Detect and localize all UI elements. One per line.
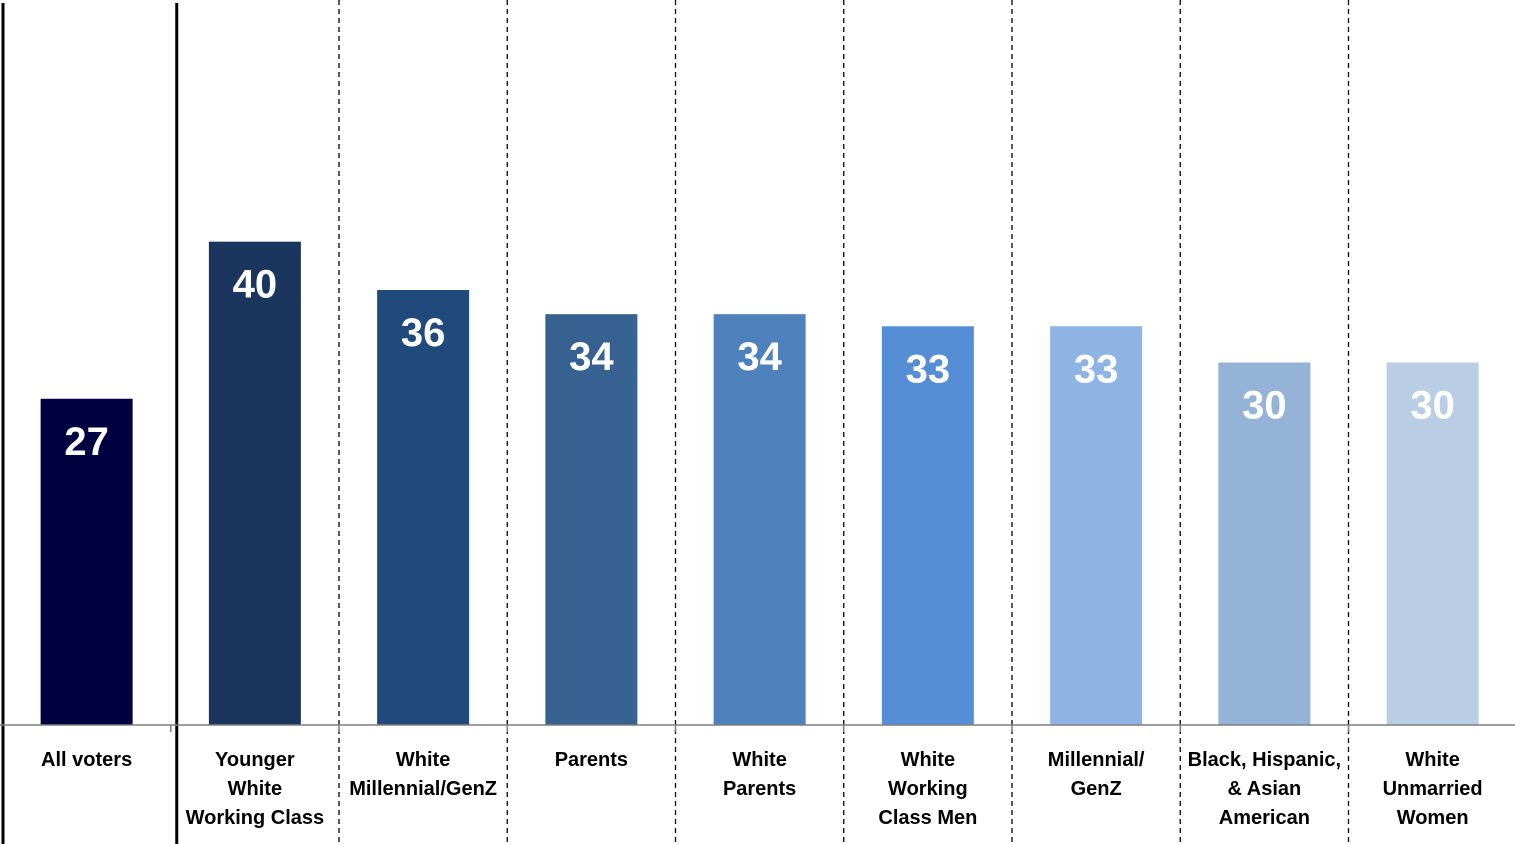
category-labels: All voters Younger White Working Class White… bbox=[41, 749, 1483, 829]
category-label-line: Class Men bbox=[878, 807, 977, 829]
category-label-line: White bbox=[1405, 749, 1459, 771]
category-label: Millennial/GenZ bbox=[1048, 749, 1145, 800]
category-label-line: Millennial/ bbox=[1048, 749, 1145, 771]
bar bbox=[208, 241, 301, 725]
category-label-line: GenZ bbox=[1071, 778, 1122, 800]
bar-value-label: 33 bbox=[906, 347, 951, 391]
bar-value-label: 30 bbox=[1242, 384, 1287, 428]
bar bbox=[377, 290, 470, 725]
category-label: White Working Class Men bbox=[878, 749, 977, 829]
category-label: White Parents bbox=[723, 749, 796, 800]
category-label-line: White bbox=[901, 749, 955, 771]
bar bbox=[1218, 362, 1311, 725]
bar-value-label: 34 bbox=[737, 335, 782, 379]
category-label: White Unmarried Women bbox=[1383, 749, 1483, 829]
bar-value-label: 33 bbox=[1074, 347, 1119, 391]
bar bbox=[545, 314, 638, 725]
bar-value-label: 40 bbox=[233, 263, 278, 307]
category-label-line: Unmarried bbox=[1383, 778, 1483, 800]
category-label-line: Women bbox=[1397, 807, 1469, 829]
category-label-line: Working Class bbox=[186, 807, 325, 829]
category-label-line: White bbox=[732, 749, 786, 771]
category-separators bbox=[1, 0, 1350, 844]
category-label: Parents bbox=[555, 749, 628, 771]
category-label-line: American bbox=[1219, 807, 1310, 829]
category-label-line: Younger bbox=[215, 749, 295, 771]
x-axis-ticks bbox=[170, 725, 1350, 732]
category-label-line: White bbox=[228, 778, 282, 800]
bar bbox=[1386, 362, 1479, 725]
bar-value-label: 34 bbox=[569, 335, 614, 379]
category-label-line: Parents bbox=[555, 749, 628, 771]
category-label-line: Working bbox=[888, 778, 968, 800]
category-label: Black, Hispanic, & Asian American bbox=[1188, 749, 1341, 829]
bar-value-label: 27 bbox=[64, 420, 109, 464]
bar bbox=[881, 326, 974, 725]
category-label: White Millennial/GenZ bbox=[349, 749, 497, 800]
category-label-line: & Asian bbox=[1228, 778, 1302, 800]
bar-value-label: 30 bbox=[1410, 384, 1455, 428]
bars bbox=[40, 241, 1479, 725]
category-label: Younger White Working Class bbox=[186, 749, 325, 829]
category-label-line: All voters bbox=[41, 749, 132, 771]
bar-value-label: 36 bbox=[401, 311, 446, 355]
category-label-line: Millennial/GenZ bbox=[349, 778, 497, 800]
value-labels: 27 40 36 34 34 33 33 30 30 bbox=[64, 263, 1455, 464]
category-label-line: Black, Hispanic, bbox=[1188, 749, 1341, 771]
category-label-line: White bbox=[396, 749, 450, 771]
bar bbox=[1050, 326, 1143, 725]
bar bbox=[713, 314, 806, 725]
bar bbox=[40, 398, 133, 725]
category-label-line: Parents bbox=[723, 778, 796, 800]
category-label: All voters bbox=[41, 749, 132, 771]
